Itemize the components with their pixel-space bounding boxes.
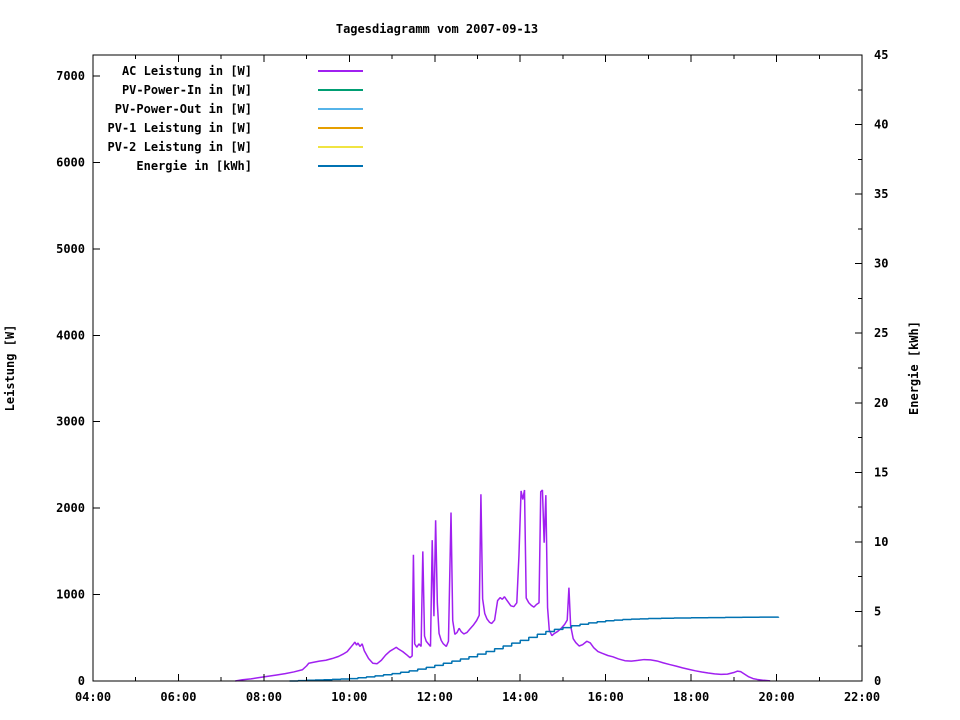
x-tick-label: 16:00 <box>588 690 624 704</box>
x-tick-label: 04:00 <box>75 690 111 704</box>
legend-item-pv-power-out-in-w-: PV-Power-Out in [W] <box>115 102 363 116</box>
legend-item-energie-in-kwh-: Energie in [kWh] <box>136 159 363 173</box>
y-right-tick-label: 25 <box>874 326 888 340</box>
y-right-tick-label: 15 <box>874 465 888 479</box>
y-right-tick-label: 40 <box>874 118 888 132</box>
x-tick-label: 08:00 <box>246 690 282 704</box>
series-line-energie-in-kwh- <box>289 616 780 682</box>
y-right-axis-label: Energie [kWh] <box>907 321 921 415</box>
legend-item-label: AC Leistung in [W] <box>122 64 252 78</box>
y-right-tick-label: 30 <box>874 257 888 271</box>
y-right-tick-label: 0 <box>874 674 881 688</box>
x-tick-label: 06:00 <box>160 690 196 704</box>
y-right-tick-label: 10 <box>874 535 888 549</box>
x-tick-label: 12:00 <box>417 690 453 704</box>
legend-item-label: PV-2 Leistung in [W] <box>108 140 253 154</box>
legend-item-label: PV-Power-Out in [W] <box>115 102 252 116</box>
y-left-tick-label: 7000 <box>56 69 85 83</box>
y-left-tick-label: 5000 <box>56 242 85 256</box>
legend-item-pv-2-leistung-in-w-: PV-2 Leistung in [W] <box>108 140 363 154</box>
x-tick-label: 22:00 <box>844 690 880 704</box>
chart-legend: AC Leistung in [W] PV-Power-In in [W] PV-P… <box>108 64 363 173</box>
y-left-tick-label: 6000 <box>56 155 85 169</box>
legend-item-label: PV-1 Leistung in [W] <box>108 121 253 135</box>
plot-series <box>235 489 780 682</box>
y-left-tick-label: 0 <box>78 674 85 688</box>
x-tick-label: 14:00 <box>502 690 538 704</box>
y-left-axis-label: Leistung [W] <box>3 325 17 412</box>
y-left-tick-label: 4000 <box>56 328 85 342</box>
legend-item-ac-leistung-in-w-: AC Leistung in [W] <box>122 64 363 78</box>
y-right-tick-label: 45 <box>874 48 888 62</box>
x-tick-label: 18:00 <box>673 690 709 704</box>
series-line-ac-leistung-in-w- <box>235 489 771 682</box>
axis-tick-labels: 04:00 06:00 08:00 10:00 12:00 14:00 16:00 18:00… <box>56 48 888 704</box>
chart-title: Tagesdiagramm vom 2007-09-13 <box>336 22 538 36</box>
y-left-tick-label: 3000 <box>56 415 85 429</box>
legend-item-pv-power-in-in-w-: PV-Power-In in [W] <box>122 83 363 97</box>
legend-item-label: PV-Power-In in [W] <box>122 83 252 97</box>
y-right-tick-label: 35 <box>874 187 888 201</box>
y-right-tick-label: 5 <box>874 604 881 618</box>
x-tick-label: 10:00 <box>331 690 367 704</box>
y-left-tick-label: 1000 <box>56 588 85 602</box>
x-tick-label: 20:00 <box>758 690 794 704</box>
y-left-tick-label: 2000 <box>56 501 85 515</box>
legend-item-pv-1-leistung-in-w-: PV-1 Leistung in [W] <box>108 121 363 135</box>
legend-item-label: Energie in [kWh] <box>136 159 252 173</box>
plot-border <box>92 54 863 682</box>
y-right-tick-label: 20 <box>874 396 888 410</box>
